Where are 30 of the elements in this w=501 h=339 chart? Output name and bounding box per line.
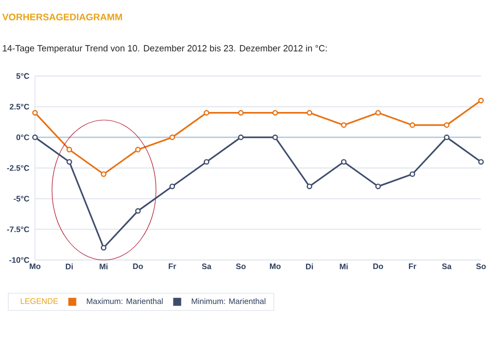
- point: [169, 134, 176, 140]
- point: [306, 184, 312, 190]
- chart-title: VORHERSAGEDIAGRAMM: [2, 14, 122, 20]
- point: [478, 159, 484, 165]
- point: [100, 244, 106, 251]
- point: [32, 134, 38, 140]
- point: [478, 98, 484, 104]
- point: [340, 159, 347, 165]
- point: [204, 159, 210, 165]
- point: [66, 146, 72, 152]
- point: [272, 134, 278, 140]
- point: [32, 110, 38, 116]
- point: [100, 171, 106, 177]
- point: [375, 110, 381, 116]
- point: [410, 171, 416, 177]
- point: [340, 122, 347, 128]
- point: [238, 110, 244, 116]
- point: [375, 184, 381, 190]
- point: [444, 134, 450, 140]
- point: [306, 110, 312, 116]
- point: [135, 146, 141, 152]
- point: [238, 134, 244, 140]
- point: [410, 122, 416, 128]
- point: [169, 184, 176, 190]
- chart-subtitle: 14-Tage Temperatur Trend von 10. Dezember 2012 bis 23. Dezember 2012 in °C:: [2, 44, 327, 54]
- point: [66, 159, 72, 165]
- point: [444, 122, 450, 128]
- point: [135, 208, 141, 214]
- point: [272, 110, 278, 116]
- point: [204, 110, 210, 116]
